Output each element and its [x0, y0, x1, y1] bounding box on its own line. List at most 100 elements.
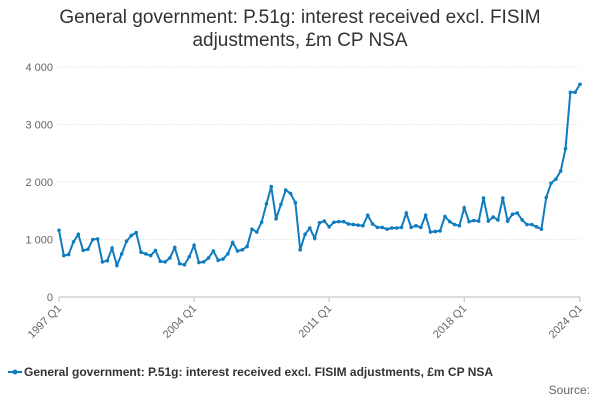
data-point[interactable]: [226, 252, 230, 256]
data-point[interactable]: [476, 219, 481, 223]
data-point[interactable]: [322, 219, 327, 223]
data-point[interactable]: [510, 212, 515, 216]
data-point[interactable]: [230, 240, 235, 245]
data-point[interactable]: [235, 249, 240, 253]
data-point[interactable]: [134, 230, 138, 235]
data-point[interactable]: [86, 247, 90, 252]
data-point[interactable]: [534, 225, 539, 229]
data-point[interactable]: [95, 237, 100, 241]
data-point[interactable]: [206, 256, 211, 260]
data-point[interactable]: [539, 227, 544, 231]
data-point[interactable]: [558, 169, 563, 173]
data-point[interactable]: [158, 259, 163, 264]
data-point[interactable]: [327, 225, 331, 229]
data-point[interactable]: [578, 82, 582, 87]
data-point[interactable]: [390, 226, 394, 230]
data-point[interactable]: [505, 219, 510, 223]
data-point[interactable]: [423, 213, 428, 218]
data-point[interactable]: [139, 250, 143, 254]
data-point[interactable]: [293, 200, 298, 205]
data-point[interactable]: [192, 243, 196, 248]
data-point[interactable]: [168, 256, 172, 260]
data-point[interactable]: [568, 90, 573, 95]
data-point[interactable]: [501, 196, 505, 200]
data-point[interactable]: [201, 260, 206, 264]
data-point[interactable]: [216, 258, 220, 263]
data-point[interactable]: [119, 252, 124, 256]
data-point[interactable]: [250, 227, 254, 231]
data-point[interactable]: [211, 249, 216, 253]
data-point[interactable]: [419, 225, 423, 230]
data-point[interactable]: [481, 196, 486, 200]
data-point[interactable]: [356, 223, 360, 227]
data-point[interactable]: [399, 225, 404, 230]
data-point[interactable]: [525, 222, 529, 227]
data-point[interactable]: [76, 232, 81, 237]
data-point[interactable]: [115, 263, 119, 268]
data-point[interactable]: [259, 220, 264, 225]
data-point[interactable]: [264, 202, 269, 206]
data-point[interactable]: [81, 248, 85, 253]
data-point[interactable]: [438, 229, 442, 233]
data-point[interactable]: [197, 260, 201, 265]
data-point[interactable]: [554, 177, 558, 181]
data-point[interactable]: [370, 222, 375, 226]
data-point[interactable]: [394, 226, 399, 230]
data-point[interactable]: [105, 258, 110, 263]
data-point[interactable]: [341, 219, 346, 224]
data-point[interactable]: [100, 260, 105, 264]
data-point[interactable]: [457, 223, 462, 228]
data-point[interactable]: [346, 222, 351, 226]
data-point[interactable]: [491, 215, 495, 219]
data-point[interactable]: [573, 90, 577, 95]
data-point[interactable]: [298, 248, 303, 252]
data-point[interactable]: [380, 225, 385, 230]
data-point[interactable]: [71, 240, 76, 244]
data-point[interactable]: [486, 219, 491, 223]
data-point[interactable]: [544, 195, 549, 200]
data-point[interactable]: [90, 237, 95, 242]
data-point[interactable]: [404, 211, 409, 215]
data-point[interactable]: [163, 260, 167, 264]
data-point[interactable]: [153, 248, 158, 253]
data-point[interactable]: [274, 217, 278, 221]
data-point[interactable]: [129, 233, 134, 238]
data-point[interactable]: [177, 261, 182, 266]
data-point[interactable]: [529, 222, 534, 227]
data-point[interactable]: [182, 263, 187, 267]
data-point[interactable]: [62, 253, 66, 258]
data-point[interactable]: [66, 252, 71, 257]
data-point[interactable]: [428, 230, 433, 234]
data-point[interactable]: [283, 188, 288, 192]
data-point[interactable]: [385, 227, 389, 231]
data-point[interactable]: [467, 219, 471, 224]
data-point[interactable]: [496, 218, 500, 222]
data-point[interactable]: [452, 222, 457, 227]
data-point[interactable]: [317, 221, 322, 225]
data-point[interactable]: [447, 219, 452, 224]
data-point[interactable]: [187, 254, 192, 259]
data-point[interactable]: [172, 245, 177, 250]
data-point[interactable]: [472, 218, 476, 223]
data-point[interactable]: [221, 257, 225, 261]
data-point[interactable]: [515, 211, 520, 215]
data-point[interactable]: [351, 222, 356, 227]
data-point[interactable]: [240, 248, 245, 252]
data-point[interactable]: [337, 219, 341, 224]
legend[interactable]: General government: P.51g: interest rece…: [8, 365, 493, 379]
data-point[interactable]: [414, 223, 418, 228]
data-point[interactable]: [279, 202, 283, 207]
data-point[interactable]: [312, 236, 317, 241]
data-point[interactable]: [303, 232, 307, 237]
data-point[interactable]: [409, 225, 413, 230]
data-point[interactable]: [549, 181, 553, 185]
data-point[interactable]: [365, 213, 370, 218]
data-point[interactable]: [462, 206, 467, 210]
data-point[interactable]: [361, 223, 365, 228]
data-point[interactable]: [520, 218, 524, 222]
data-point[interactable]: [269, 184, 274, 189]
data-point[interactable]: [148, 253, 153, 258]
data-point[interactable]: [443, 214, 447, 219]
data-point[interactable]: [563, 146, 568, 151]
data-point[interactable]: [308, 226, 312, 230]
